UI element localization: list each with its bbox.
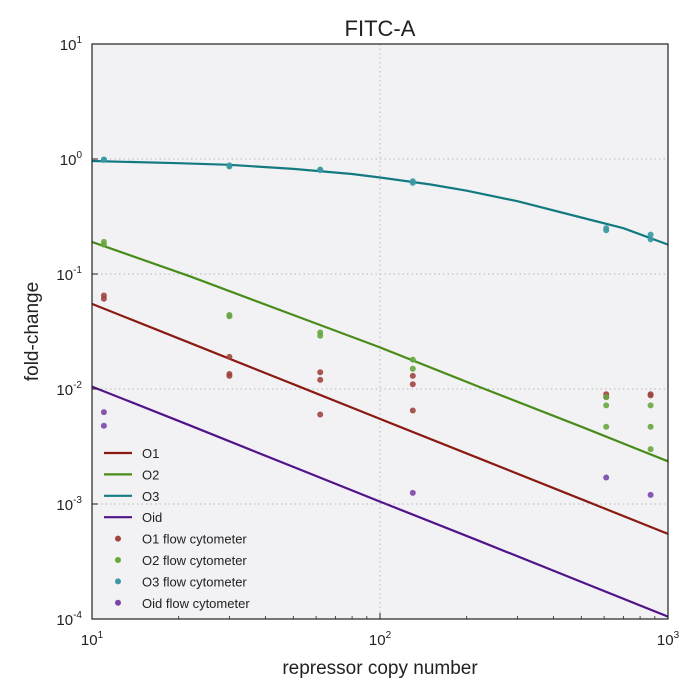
data-points [100,156,654,498]
data-point [647,491,654,498]
series-oid-flow-cytometer [100,409,654,498]
data-point [226,163,233,170]
legend-label: Oid flow cytometer [142,596,250,611]
y-tick-label: 10-2 [56,380,82,399]
data-point [409,407,416,414]
y-axis-label: fold-change [22,282,43,381]
legend-item-oid-flow-cytometer: Oid flow cytometer [115,596,250,611]
legend-item-o3-flow-cytometer: O3 flow cytometer [115,574,247,589]
data-point [409,489,416,496]
data-point [409,365,416,372]
legend-marker [115,535,121,542]
data-point [100,295,107,302]
x-tick-label: 103 [657,630,680,649]
legend-label: O1 [142,446,159,461]
data-point [647,446,654,453]
data-point [317,376,324,383]
line-o1 [91,302,669,535]
data-point [317,332,324,339]
data-point [100,241,107,248]
axis-ticks: 101 102 103 10-4 10-3 10-2 10-1 100 101 [56,35,679,649]
legend-label: O2 [142,467,159,482]
legend: O1 O2 O3 Oid O1 flow cytometer O2 flow cytome… [104,446,250,611]
data-point [317,167,324,174]
y-tick-label: 10-3 [56,495,82,514]
legend-item-oid: Oid [104,510,162,525]
data-point [100,157,107,163]
data-point [409,356,416,363]
series-o3-flow-cytometer [100,156,654,243]
y-tick-label: 10-1 [56,265,82,284]
data-point [647,423,654,430]
data-point [647,402,654,409]
x-tick-label: 102 [369,630,392,649]
data-point [603,423,610,430]
data-point [317,369,324,376]
legend-label: Oid [142,510,162,525]
data-point [226,372,233,379]
legend-label: O2 flow cytometer [142,553,247,568]
data-point [647,392,654,399]
data-point [603,227,610,234]
data-point [409,179,416,186]
legend-marker [115,599,121,606]
data-point [647,236,654,243]
x-tick-label: 101 [81,630,104,649]
data-point [647,231,654,238]
data-point [226,313,233,320]
data-point [409,372,416,379]
legend-label: O3 [142,489,159,504]
data-point [603,394,610,401]
legend-item-o3: O3 [104,489,159,504]
legend-item-o1-flow-cytometer: O1 flow cytometer [115,532,247,547]
data-point [603,474,610,481]
y-tick-label: 100 [60,150,83,169]
data-point [603,402,610,409]
legend-marker [115,557,121,563]
legend-label: O1 flow cytometer [142,532,247,547]
data-point [317,411,324,418]
data-point [409,381,416,388]
chart-title: FITC-A [345,16,416,41]
y-tick-label: 101 [60,35,83,54]
data-point [226,353,233,360]
y-tick-label: 10-4 [56,610,82,629]
legend-item-o2-flow-cytometer: O2 flow cytometer [115,553,247,568]
data-point [100,422,107,429]
grid-lines [92,44,668,619]
line-o2 [91,240,669,463]
x-axis-label: repressor copy number [282,658,478,679]
fit-lines [91,159,669,618]
legend-label: O3 flow cytometer [142,574,247,589]
line-oid [91,385,669,618]
line-o3 [91,159,669,246]
legend-item-o2: O2 [104,467,159,482]
series-o2-flow-cytometer [100,238,654,453]
legend-marker [115,578,121,585]
data-point [100,409,107,416]
legend-item-o1: O1 [104,446,159,461]
